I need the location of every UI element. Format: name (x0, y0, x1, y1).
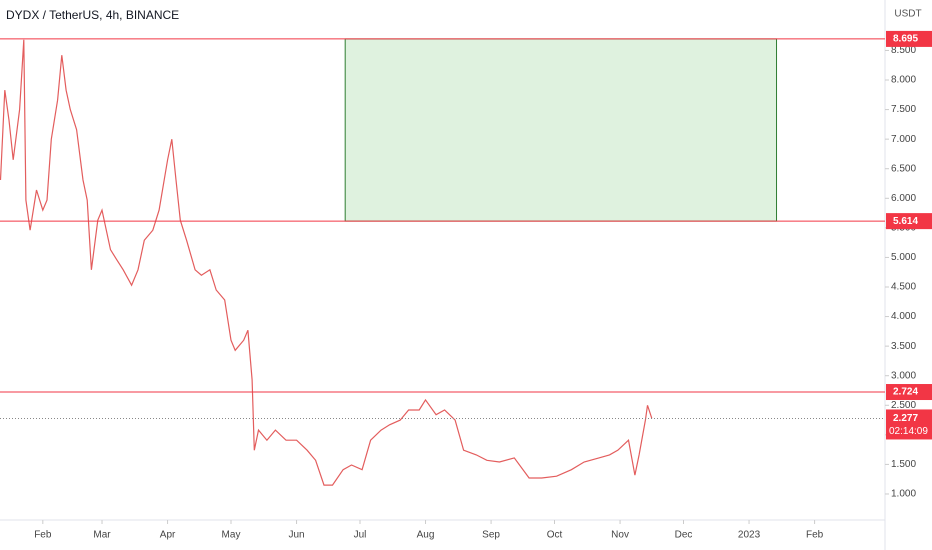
level-label-bg (886, 30, 932, 47)
last-price-bg (886, 409, 932, 440)
y-tick-label: 5.000 (891, 252, 916, 263)
y-tick-label: 2.500 (891, 400, 916, 411)
x-tick-label: Jun (288, 530, 304, 541)
y-tick-label: 8.500 (891, 45, 916, 56)
x-tick-label: Aug (417, 530, 435, 541)
last-price-label: 2.277 (893, 413, 918, 424)
y-tick-label: 1.500 (891, 459, 916, 470)
level-label-bg (886, 213, 932, 230)
x-tick-label: May (222, 530, 241, 541)
y-tick-label: 8.000 (891, 75, 916, 86)
y-tick-label: 6.000 (891, 193, 916, 204)
target-zone (344, 38, 778, 222)
level-label: 2.724 (893, 387, 918, 398)
x-tick-label: Feb (806, 530, 824, 541)
x-tick-label: Apr (160, 530, 176, 541)
unit-label: USDT (894, 9, 921, 20)
x-tick-label: Dec (675, 530, 693, 541)
countdown-label: 02:14:09 (889, 426, 928, 437)
y-tick-label: 1.000 (891, 489, 916, 500)
level-label: 8.695 (893, 34, 918, 45)
y-tick-label: 4.000 (891, 311, 916, 322)
y-tick-label: 7.000 (891, 134, 916, 145)
x-tick-label: Oct (547, 530, 563, 541)
x-tick-label: Mar (93, 530, 111, 541)
y-tick-label: 3.500 (891, 341, 916, 352)
x-tick-label: Feb (34, 530, 52, 541)
y-tick-label: 4.500 (891, 282, 916, 293)
level-label: 5.614 (893, 216, 918, 227)
price-line (0, 39, 653, 486)
y-tick-label: 7.500 (891, 104, 916, 115)
level-label-bg (886, 384, 932, 401)
x-tick-label: 2023 (738, 530, 761, 541)
chart-title: DYDX / TetherUS, 4h, BINANCE (6, 8, 179, 22)
y-tick-label: 6.500 (891, 163, 916, 174)
x-tick-label: Nov (611, 530, 629, 541)
x-tick-label: Jul (354, 530, 367, 541)
x-tick-label: Sep (482, 530, 500, 541)
y-tick-label: 3.000 (891, 370, 916, 381)
